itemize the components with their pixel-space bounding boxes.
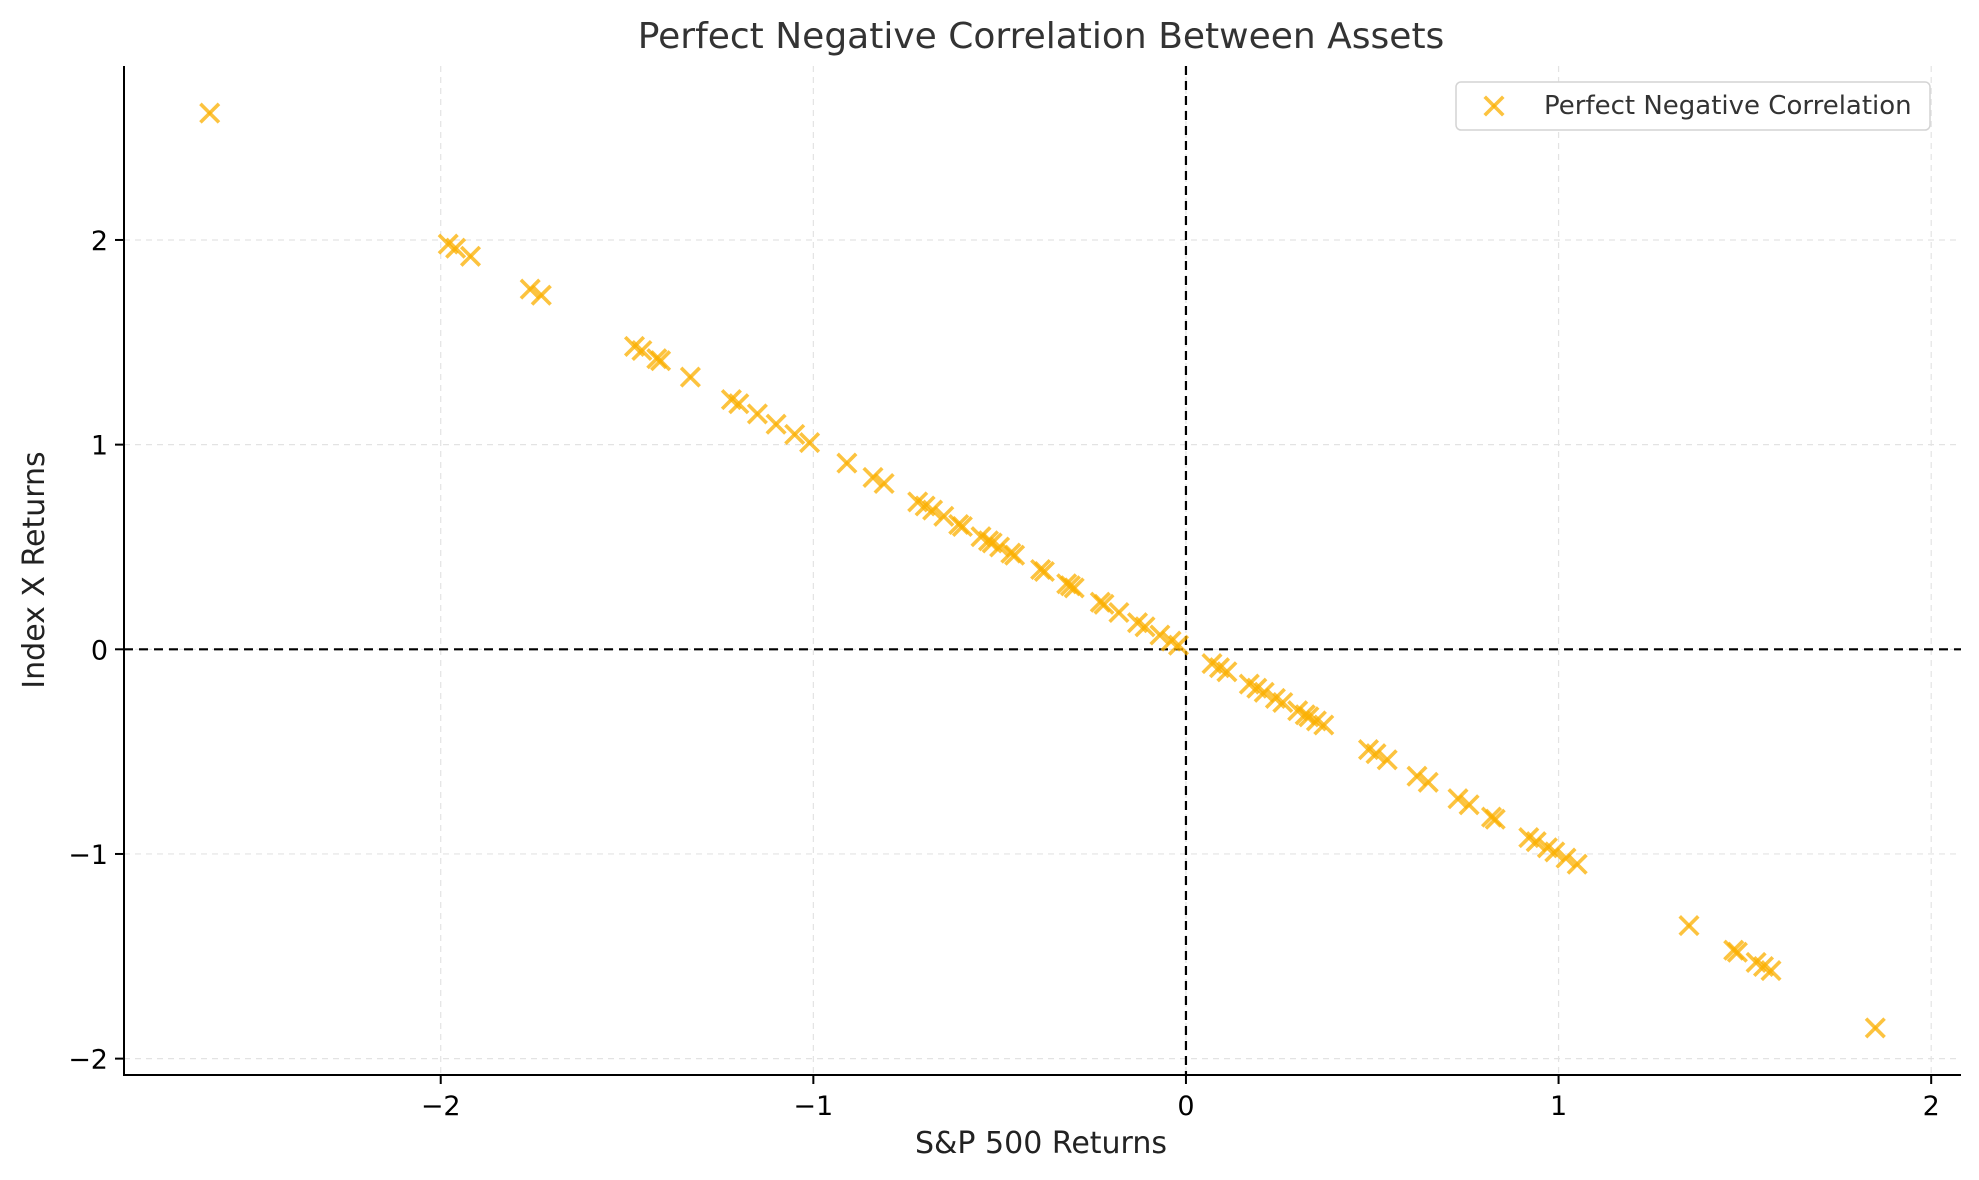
data-point	[951, 515, 973, 538]
data-point	[1484, 808, 1506, 830]
data-point	[631, 339, 653, 362]
data-point	[530, 284, 552, 306]
data-point	[1134, 616, 1156, 638]
data-point	[1313, 714, 1335, 736]
legend-marker-icon	[1483, 95, 1505, 117]
legend: Perfect Negative Correlation	[1455, 81, 1931, 131]
data-point	[746, 403, 768, 425]
data-point	[1093, 593, 1115, 615]
data-point	[1063, 577, 1085, 599]
data-point	[989, 536, 1011, 558]
data-point	[459, 245, 482, 267]
y-tick-label: −1	[68, 840, 108, 871]
data-point	[519, 278, 541, 300]
data-point	[1272, 691, 1294, 714]
data-point	[765, 413, 787, 435]
data-point	[1406, 765, 1428, 787]
y-tick-label: 2	[91, 226, 108, 257]
data-point	[784, 423, 806, 445]
data-point	[1525, 831, 1547, 853]
data-point	[873, 472, 895, 495]
data-point	[933, 505, 955, 527]
data-point	[1678, 915, 1700, 937]
y-tick-label: 1	[91, 431, 108, 462]
chart-title: Perfect Negative Correlation Between Ass…	[638, 16, 1445, 57]
data-point	[862, 466, 884, 488]
x-axis-label: S&P 500 Returns	[915, 1126, 1167, 1161]
y-tick-label: −2	[68, 1045, 108, 1076]
data-point	[1447, 788, 1469, 810]
data-point	[650, 350, 672, 372]
data-point	[1726, 941, 1748, 963]
data-point	[1566, 853, 1588, 875]
data-point	[799, 432, 821, 454]
y-tick-label: 0	[91, 635, 108, 666]
data-point	[1864, 1017, 1886, 1039]
data-point	[1149, 624, 1171, 646]
data-point	[445, 237, 467, 259]
data-point	[1033, 560, 1055, 583]
x-axis-ticks: −2 −1 0 1 2	[421, 1075, 1940, 1122]
data-point	[1004, 544, 1026, 566]
data-point	[1376, 749, 1398, 771]
legend-frame	[1455, 81, 1931, 131]
x-tick-label: 0	[1177, 1091, 1194, 1122]
data-point	[1458, 794, 1480, 816]
data-point	[1167, 634, 1190, 656]
y-axis-label: Index X Returns	[17, 451, 52, 688]
data-points	[199, 102, 1886, 1039]
x-tick-label: 1	[1550, 1091, 1567, 1122]
data-point	[1555, 847, 1577, 869]
data-point	[1760, 960, 1782, 982]
x-tick-label: −2	[421, 1091, 461, 1122]
data-point	[199, 102, 221, 124]
data-point	[1544, 841, 1566, 863]
data-point	[1417, 771, 1439, 793]
data-point	[1365, 743, 1387, 765]
data-point	[922, 499, 944, 521]
data-point	[836, 452, 858, 474]
data-point	[1253, 681, 1275, 703]
x-tick-label: −1	[793, 1091, 833, 1122]
reference-lines	[124, 66, 1961, 1075]
data-point	[1216, 661, 1238, 683]
data-point	[728, 393, 750, 415]
y-axis-ticks: −2 −1 0 1 2	[68, 226, 124, 1076]
data-point	[679, 366, 701, 388]
x-tick-label: 2	[1923, 1091, 1940, 1122]
legend-label: Perfect Negative Correlation	[1544, 91, 1912, 121]
data-point	[1108, 601, 1130, 624]
